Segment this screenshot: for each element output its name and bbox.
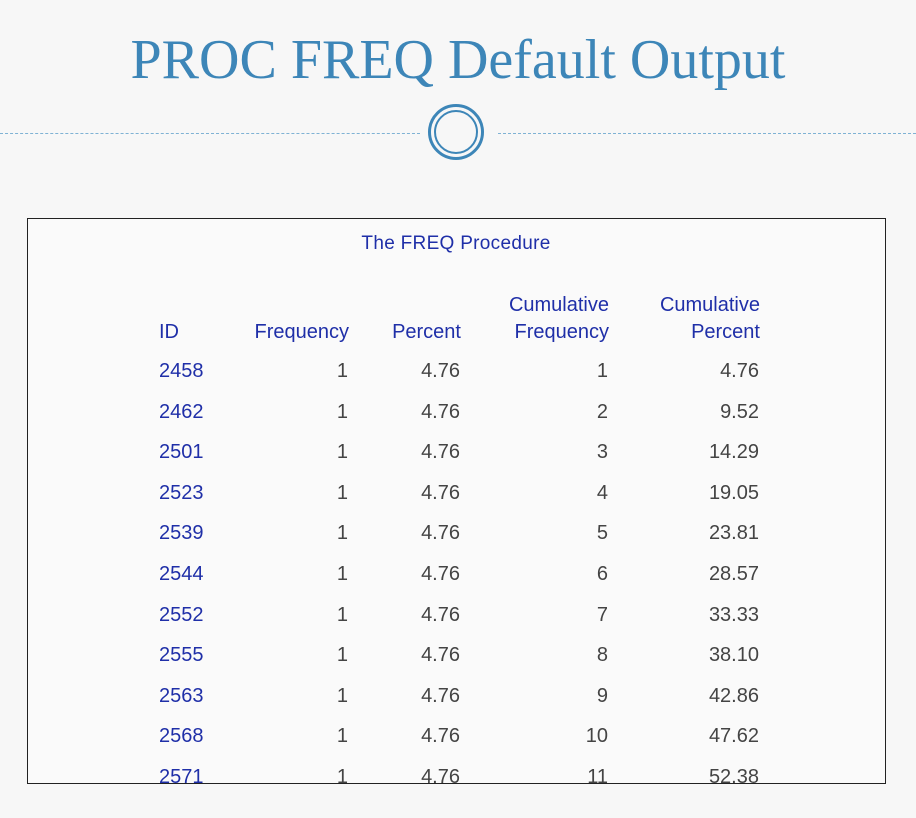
cell-id: 2458 (159, 360, 204, 382)
divider-line-left (0, 133, 420, 134)
cell-cumulative-frequency: 3 (596, 441, 608, 464)
cell-id: 2501 (159, 441, 204, 464)
cell-cumulative-percent: 19.05 (708, 481, 759, 504)
cell-frequency: 1 (336, 522, 348, 545)
cell-percent: 4.76 (421, 481, 460, 504)
header-frequency: Frequency (255, 319, 350, 346)
table-row: 2539 1 4.76 5 23.81 (28, 519, 884, 560)
header-cumulative-frequency: Cumulative Frequency (509, 292, 609, 346)
cell-cumulative-percent: 38.10 (708, 644, 759, 667)
cell-id: 2462 (159, 400, 204, 423)
divider-ring-inner (434, 110, 478, 154)
header-cumulative-frequency-line1: Cumulative (508, 294, 609, 316)
cell-frequency: 1 (336, 644, 348, 667)
cell-cumulative-percent: 47.62 (708, 725, 759, 748)
cell-frequency: 1 (336, 481, 348, 504)
cell-percent: 4.76 (421, 441, 460, 464)
table-row: 2552 1 4.76 7 33.33 (28, 601, 884, 642)
cell-percent: 4.76 (421, 684, 460, 707)
slide-title: PROC FREQ Default Output (130, 29, 786, 91)
cell-frequency: 1 (336, 765, 348, 784)
header-frequency-label: Frequency (254, 321, 350, 343)
cell-percent: 4.76 (421, 644, 460, 667)
header-cumulative-percent-line2: Percent (691, 321, 760, 343)
cell-percent: 4.76 (421, 725, 460, 748)
cell-id: 2552 (159, 603, 204, 626)
cell-cumulative-frequency: 5 (596, 522, 608, 545)
cell-percent: 4.76 (421, 400, 460, 423)
cell-cumulative-percent: 9.52 (720, 400, 759, 423)
cell-cumulative-frequency: 9 (596, 684, 608, 707)
cell-id: 2555 (159, 644, 204, 667)
cell-frequency: 1 (336, 725, 348, 748)
table-row: 2458 1 4.76 1 4.76 (28, 357, 884, 398)
cell-cumulative-percent: 14.29 (708, 441, 759, 464)
cell-cumulative-percent: 23.81 (708, 522, 759, 545)
cell-cumulative-frequency: 4 (596, 481, 608, 504)
cell-id: 2571 (159, 765, 204, 784)
cell-cumulative-frequency: 2 (596, 400, 608, 423)
cell-percent: 4.76 (421, 562, 460, 585)
frequency-table-body: 2458 1 4.76 1 4.76 2462 1 4.76 2 9.52 2501 1 4.76 3 14… (28, 357, 884, 784)
cell-cumulative-frequency: 7 (596, 603, 608, 626)
cell-cumulative-frequency: 1 (596, 360, 608, 382)
cell-cumulative-percent: 52.38 (708, 765, 759, 784)
divider-line-right (498, 133, 916, 134)
header-cumulative-percent: Cumulative Percent (660, 292, 760, 346)
header-cumulative-frequency-line2: Frequency (514, 321, 610, 343)
cell-frequency: 1 (336, 360, 348, 382)
cell-cumulative-percent: 4.76 (720, 360, 759, 382)
procedure-title: The FREQ Procedure (361, 233, 551, 254)
cell-cumulative-frequency: 11 (587, 765, 608, 784)
table-row: 2544 1 4.76 6 28.57 (28, 560, 884, 601)
cell-cumulative-percent: 42.86 (708, 684, 759, 707)
cell-id: 2544 (159, 562, 204, 585)
cell-percent: 4.76 (421, 603, 460, 626)
sas-output-frame: The FREQ Procedure ID Frequency Percent … (27, 218, 886, 784)
divider-ring-outer (428, 104, 484, 160)
cell-cumulative-frequency: 6 (596, 562, 608, 585)
header-id-label: ID (159, 321, 179, 343)
cell-frequency: 1 (336, 441, 348, 464)
table-row: 2555 1 4.76 8 38.10 (28, 641, 884, 682)
table-row: 2462 1 4.76 2 9.52 (28, 398, 884, 439)
cell-cumulative-percent: 28.57 (708, 562, 759, 585)
cell-cumulative-frequency: 8 (596, 644, 608, 667)
header-id: ID (159, 319, 179, 346)
table-row: 2501 1 4.76 3 14.29 (28, 438, 884, 479)
cell-id: 2563 (159, 684, 204, 707)
cell-percent: 4.76 (421, 522, 460, 545)
table-row: 2568 1 4.76 10 47.62 (28, 722, 884, 763)
header-percent-label: Percent (392, 321, 461, 343)
header-cumulative-percent-line1: Cumulative (659, 294, 760, 316)
cell-id: 2568 (159, 725, 204, 748)
cell-percent: 4.76 (421, 765, 460, 784)
header-percent: Percent (392, 319, 461, 346)
cell-percent: 4.76 (421, 360, 460, 382)
cell-id: 2539 (159, 522, 204, 545)
table-row: 2571 1 4.76 11 52.38 (28, 763, 884, 784)
cell-cumulative-percent: 33.33 (708, 603, 759, 626)
cell-frequency: 1 (336, 400, 348, 423)
cell-frequency: 1 (336, 603, 348, 626)
cell-frequency: 1 (336, 684, 348, 707)
table-row: 2563 1 4.76 9 42.86 (28, 682, 884, 723)
cell-frequency: 1 (336, 562, 348, 585)
cell-cumulative-frequency: 10 (585, 725, 608, 748)
table-row: 2523 1 4.76 4 19.05 (28, 479, 884, 520)
cell-id: 2523 (159, 481, 204, 504)
